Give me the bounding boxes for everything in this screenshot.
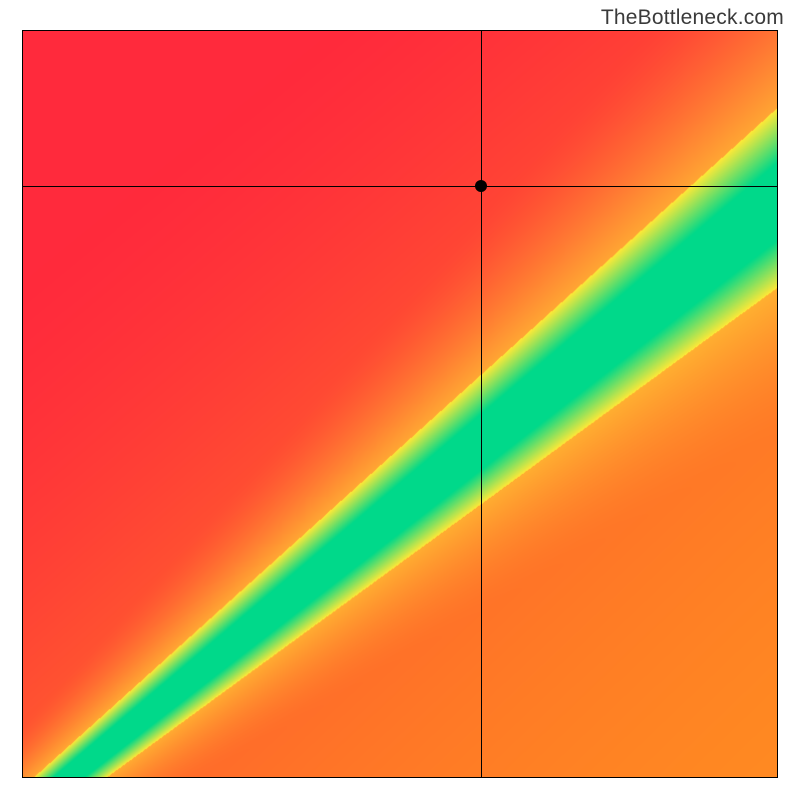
heatmap-canvas: [23, 31, 777, 777]
watermark-text: TheBottleneck.com: [601, 6, 784, 30]
heatmap-area: [22, 30, 778, 778]
crosshair-horizontal: [23, 186, 777, 187]
marker-dot: [475, 180, 487, 192]
crosshair-vertical: [481, 31, 482, 777]
